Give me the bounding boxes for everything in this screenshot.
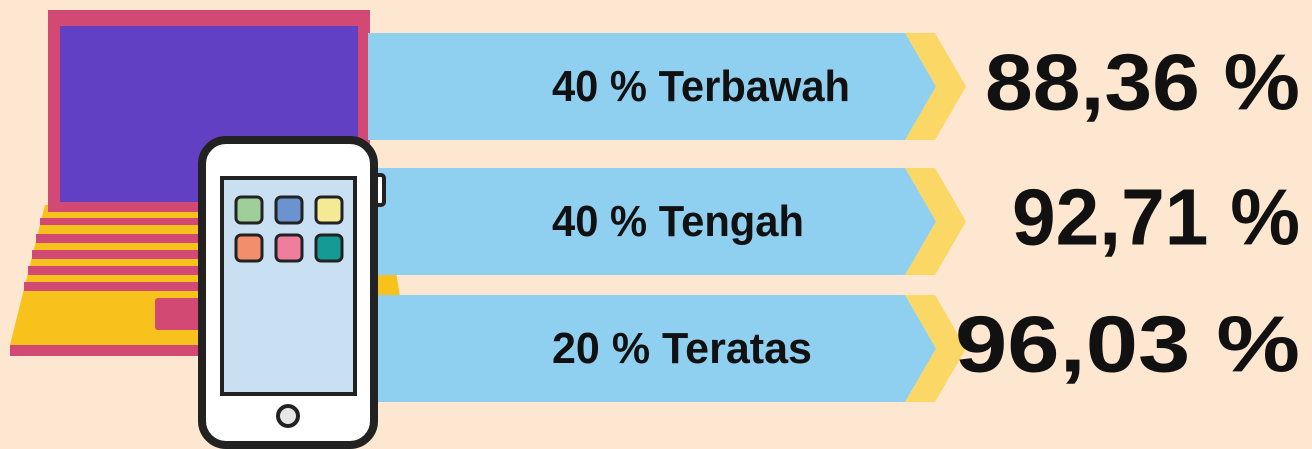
row-value: 92,71 % [1012,173,1300,262]
app-icon [274,233,304,263]
touchpad [155,298,205,330]
app-icon [314,195,344,225]
app-icon [314,233,344,263]
banner [368,295,936,402]
row-label: 40 % Terbawah [552,62,850,111]
chevron [905,33,966,140]
key-row [24,282,200,291]
phone [198,136,386,449]
key-row [32,250,200,259]
app-icon [274,195,304,225]
key-row [40,218,200,225]
app-icon [234,195,264,225]
banner [368,33,936,140]
row-value: 96,03 % [955,300,1300,389]
app-icon [234,233,264,263]
key-row [28,266,200,275]
row-value: 88,36 % [985,38,1300,127]
banners: 40 % Terbawah 88,36 % 40 % Tengah 92,71 % 20… [368,33,1300,402]
home-button [276,404,300,428]
banner [368,168,936,275]
row-label: 20 % Teratas [552,324,812,373]
chevron [905,168,966,275]
key-row [36,234,201,243]
keyboard [24,218,205,330]
row-label: 40 % Tengah [552,197,804,246]
chevron [905,295,966,402]
